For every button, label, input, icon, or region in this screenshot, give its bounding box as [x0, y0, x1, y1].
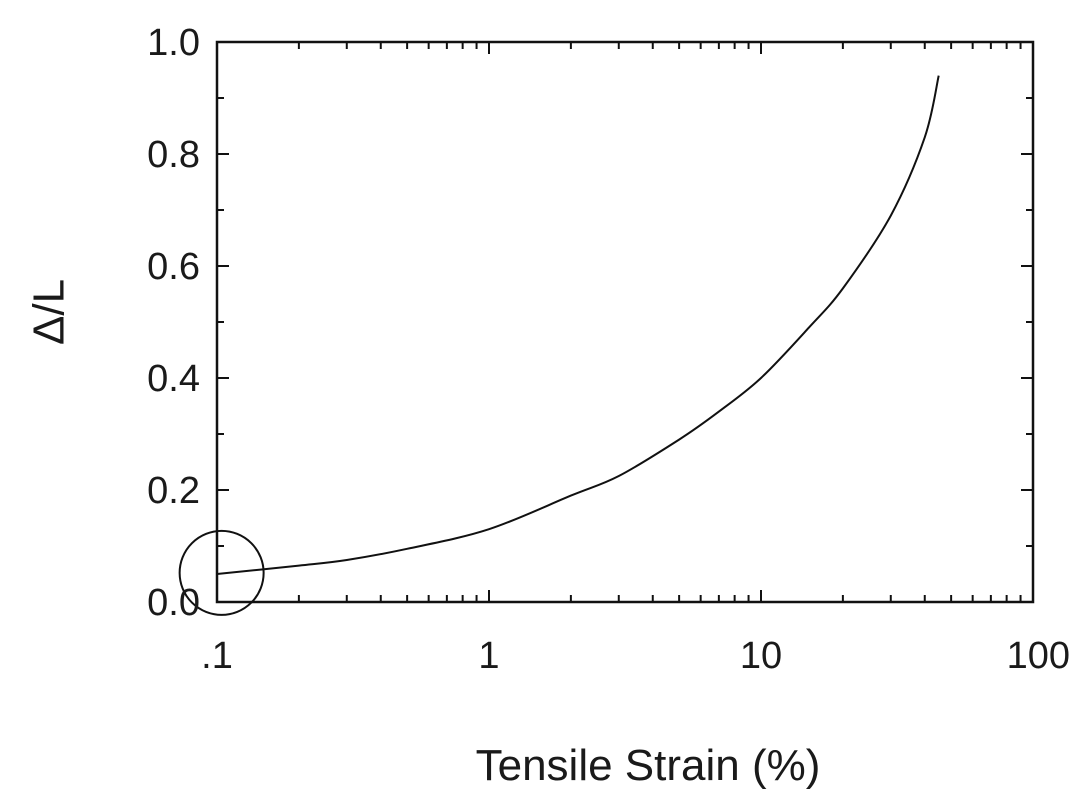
- y-tick-labels: 0.0 0.2 0.4 0.6 0.8 1.0: [147, 22, 200, 624]
- y-tick-label: 0.2: [147, 470, 200, 512]
- series-line: [216, 75, 940, 575]
- y-axis-title: Δ/L: [25, 279, 74, 345]
- x-tick-label: 100: [1007, 635, 1070, 677]
- x-tick-label: .1: [201, 635, 233, 677]
- x-tick-label: 10: [740, 635, 782, 677]
- plot-frame: [215, 40, 1035, 604]
- y-tick-label: 1.0: [147, 22, 200, 64]
- y-tick-label: 0.6: [147, 246, 200, 288]
- y-tick-label: 0.4: [147, 358, 200, 400]
- x-axis-title: Tensile Strain (%): [476, 741, 821, 790]
- tick-marks: [216, 41, 1034, 603]
- y-tick-label: 0.0: [147, 582, 200, 624]
- x-tick-labels: .1 1 10 100: [201, 635, 1070, 677]
- x-tick-label: 1: [478, 635, 499, 677]
- annotation-circle: [178, 529, 265, 616]
- y-tick-label: 0.8: [147, 134, 200, 176]
